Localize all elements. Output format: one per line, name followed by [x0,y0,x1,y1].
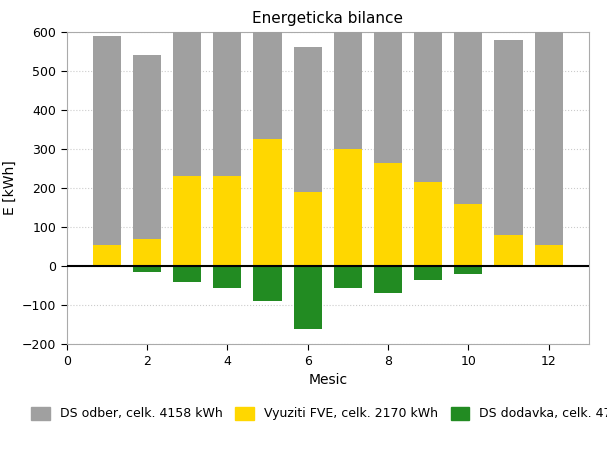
Bar [334,266,362,288]
Bar [173,0,202,176]
Bar [213,266,242,288]
Bar [454,203,483,266]
Bar [173,266,202,282]
Bar [374,163,402,266]
Bar [93,245,121,266]
Bar [93,36,121,245]
Bar [213,0,242,176]
Bar [454,0,483,203]
Bar [254,0,282,139]
Bar [254,266,282,301]
Bar [535,245,563,266]
Bar [133,239,161,266]
Bar [133,266,161,272]
Bar [414,0,443,182]
Bar [454,266,483,274]
Bar [374,0,402,163]
Bar [495,39,523,235]
Bar [374,266,402,294]
Bar [133,55,161,239]
Bar [495,235,523,266]
Bar [414,266,443,280]
Bar [294,47,322,192]
Bar [535,16,563,245]
Legend: DS odber, celk. 4158 kWh, Vyuziti FVE, celk. 2170 kWh, DS dodavka, celk. 477 kWh: DS odber, celk. 4158 kWh, Vyuziti FVE, c… [31,407,607,420]
Bar [294,192,322,266]
X-axis label: Mesic: Mesic [308,373,347,387]
Bar [173,176,202,266]
Bar [334,0,362,149]
Bar [213,176,242,266]
Bar [334,149,362,266]
Bar [414,182,443,266]
Bar [254,139,282,266]
Y-axis label: E [kWh]: E [kWh] [2,161,16,215]
Bar [294,266,322,329]
Title: Energeticka bilance: Energeticka bilance [253,11,403,26]
